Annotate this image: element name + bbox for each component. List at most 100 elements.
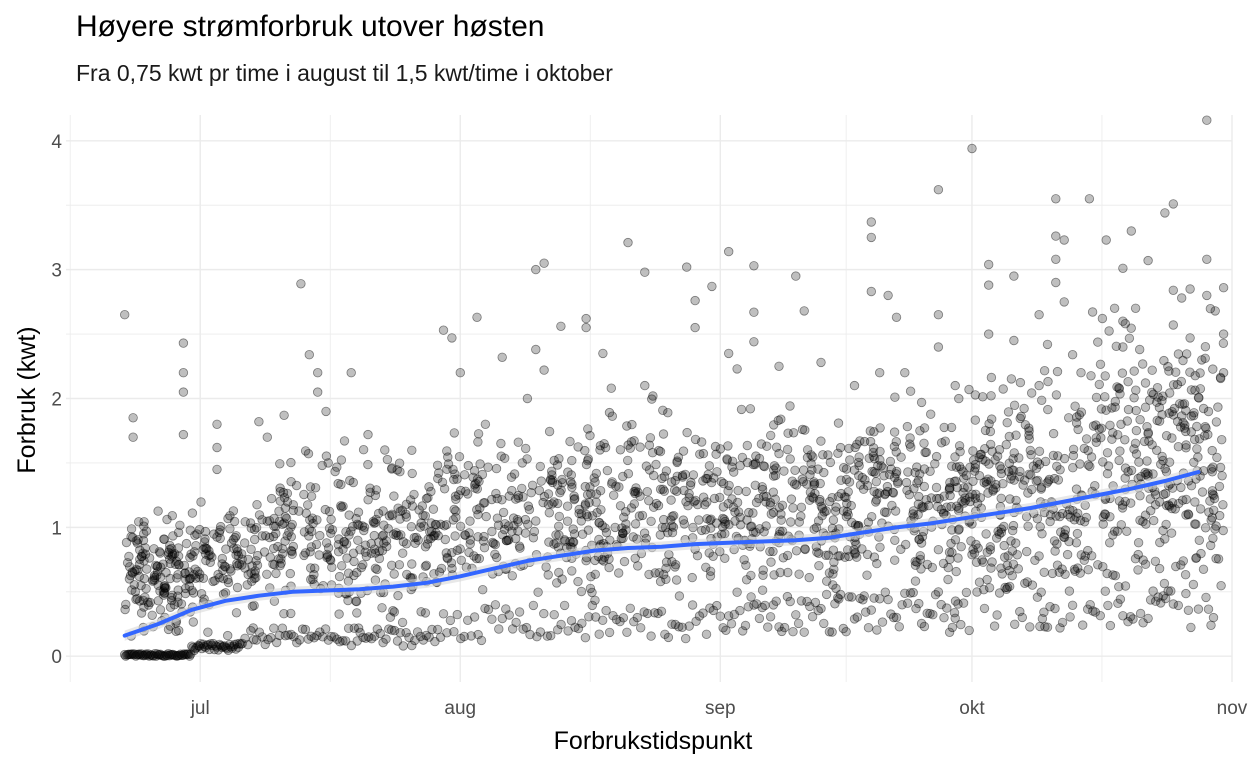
data-point — [608, 611, 618, 621]
data-point — [349, 623, 360, 633]
data-point — [660, 629, 670, 640]
data-point — [894, 622, 905, 632]
data-point — [322, 549, 332, 560]
data-point — [124, 551, 134, 562]
data-point — [879, 471, 889, 481]
data-point — [1124, 333, 1135, 344]
data-point — [913, 509, 923, 520]
data-point — [188, 588, 199, 598]
data-point — [854, 461, 864, 471]
data-point — [1009, 448, 1019, 458]
data-point — [611, 481, 621, 491]
data-point — [1168, 199, 1179, 209]
data-point — [269, 623, 279, 633]
data-point — [878, 463, 888, 473]
data-point — [165, 540, 175, 551]
data-point — [1024, 423, 1034, 433]
data-point — [1194, 393, 1204, 403]
data-point — [528, 533, 539, 543]
data-point — [669, 511, 679, 521]
data-point — [544, 426, 555, 437]
data-point — [718, 502, 729, 512]
data-point — [232, 639, 242, 649]
data-point — [384, 511, 395, 521]
data-point — [506, 472, 517, 482]
data-point — [199, 641, 210, 652]
data-point — [307, 513, 318, 523]
data-point — [678, 446, 689, 456]
data-point — [808, 452, 818, 462]
data-point — [761, 497, 771, 507]
data-point — [852, 612, 863, 622]
data-point — [748, 459, 759, 470]
data-point — [672, 471, 683, 482]
data-point — [865, 426, 876, 436]
data-point — [939, 491, 949, 501]
data-point — [539, 365, 549, 375]
data-point — [967, 489, 978, 500]
data-point — [287, 549, 297, 559]
data-point — [690, 495, 701, 506]
data-point — [161, 583, 171, 593]
data-point — [425, 527, 435, 537]
data-point — [1012, 550, 1023, 560]
data-point — [892, 466, 902, 477]
data-point — [451, 512, 461, 523]
data-point — [1189, 434, 1200, 445]
data-point — [308, 518, 318, 529]
data-point — [443, 452, 453, 462]
data-point — [998, 479, 1008, 489]
data-point — [365, 487, 375, 498]
data-point — [355, 545, 365, 555]
data-point — [370, 548, 380, 558]
data-point — [140, 650, 150, 660]
data-point — [262, 569, 272, 580]
data-point — [288, 505, 299, 516]
data-point — [706, 523, 716, 533]
data-point — [165, 558, 176, 569]
data-point — [1213, 554, 1224, 564]
data-point — [1096, 423, 1107, 434]
data-point — [372, 624, 383, 634]
data-point — [1075, 515, 1086, 526]
data-point — [539, 258, 549, 268]
data-point — [1209, 493, 1220, 504]
data-point — [490, 549, 500, 560]
data-point — [1170, 504, 1180, 514]
data-point — [269, 521, 279, 531]
data-point — [173, 543, 184, 553]
data-point — [1207, 489, 1218, 499]
x-tick-labels: jul aug sep okt nov — [190, 698, 1248, 719]
data-point — [823, 450, 833, 460]
data-point — [954, 524, 964, 534]
data-point — [155, 586, 165, 596]
data-point — [623, 440, 633, 450]
data-point — [1181, 349, 1192, 359]
data-point — [271, 521, 281, 532]
data-point — [637, 510, 648, 521]
data-point — [228, 506, 239, 516]
data-point — [883, 594, 893, 605]
data-point — [243, 640, 253, 650]
data-point — [383, 524, 393, 534]
data-point — [1034, 551, 1044, 561]
data-point — [1186, 481, 1197, 491]
data-point — [815, 496, 825, 507]
data-point — [1051, 511, 1061, 521]
data-point — [989, 621, 1000, 631]
data-point — [1112, 430, 1123, 440]
data-point — [876, 461, 886, 471]
data-point — [591, 612, 601, 622]
data-point — [559, 535, 570, 545]
data-point — [639, 607, 649, 617]
data-point — [884, 469, 895, 480]
data-point — [833, 593, 843, 603]
data-point — [1167, 498, 1178, 508]
data-point — [744, 507, 754, 518]
data-point — [221, 642, 231, 653]
data-point — [915, 426, 925, 436]
data-point — [1022, 577, 1033, 587]
data-point — [1052, 366, 1063, 377]
data-point — [754, 453, 765, 464]
data-point — [522, 393, 533, 404]
